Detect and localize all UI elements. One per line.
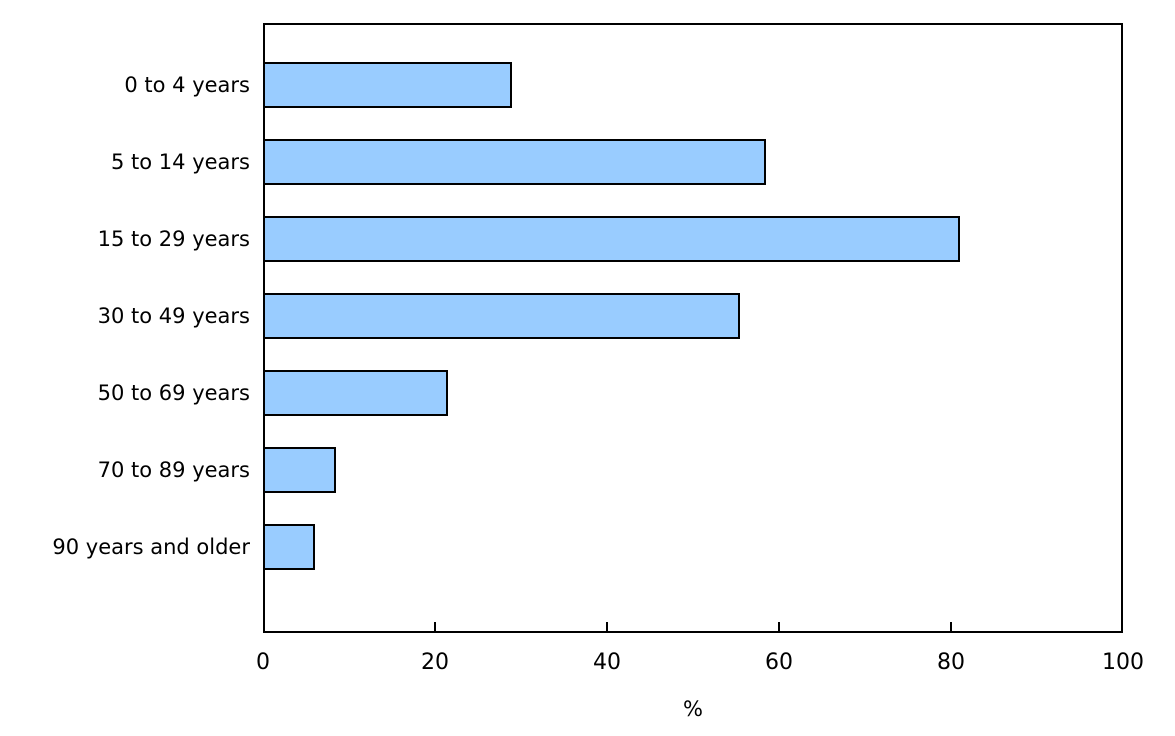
x-tick-20	[434, 622, 436, 631]
bar-70-to-89-years	[263, 447, 337, 493]
category-label-30-to-49-years: 30 to 49 years	[97, 304, 250, 328]
bar-30-to-49-years	[263, 293, 741, 339]
category-label-15-to-29-years: 15 to 29 years	[97, 227, 250, 251]
category-label-90-years-and-older: 90 years and older	[52, 535, 250, 559]
x-tick-label-60: 60	[765, 650, 793, 675]
x-tick-80	[950, 622, 952, 631]
x-tick-60	[778, 622, 780, 631]
category-label-5-to-14-years: 5 to 14 years	[111, 150, 250, 174]
bar-50-to-69-years	[263, 370, 448, 416]
x-tick-label-40: 40	[593, 650, 621, 675]
category-label-70-to-89-years: 70 to 89 years	[97, 458, 250, 482]
bar-5-to-14-years	[263, 139, 767, 185]
x-tick-label-100: 100	[1102, 650, 1144, 675]
x-tick-40	[606, 622, 608, 631]
x-axis-label: %	[683, 697, 703, 721]
bar-0-to-4-years	[263, 62, 513, 108]
x-tick-label-80: 80	[937, 650, 965, 675]
category-label-0-to-4-years: 0 to 4 years	[124, 73, 250, 97]
category-label-50-to-69-years: 50 to 69 years	[97, 381, 250, 405]
bar-90-years-and-older	[263, 524, 315, 570]
bar-15-to-29-years	[263, 216, 960, 262]
x-tick-label-0: 0	[256, 650, 270, 675]
x-tick-label-20: 20	[421, 650, 449, 675]
